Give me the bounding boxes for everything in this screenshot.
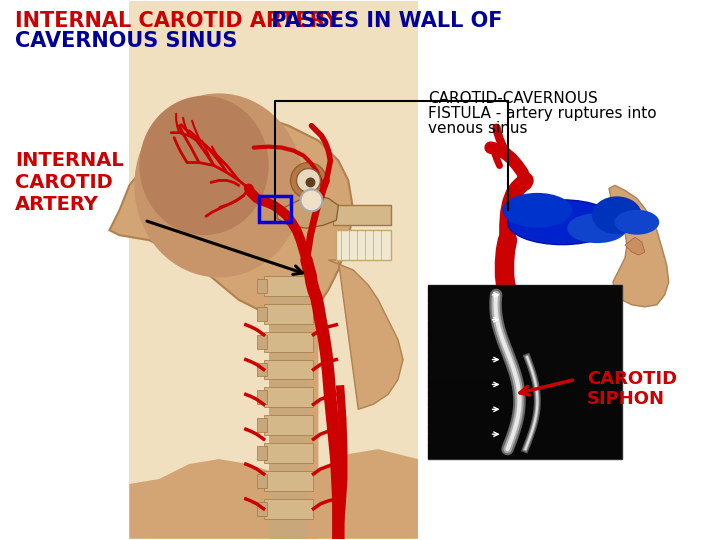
Ellipse shape [503, 193, 572, 228]
Bar [428, 451, 622, 459]
Bar [257, 446, 266, 460]
Bar [428, 295, 622, 303]
Bar [428, 330, 622, 338]
Text: CAVERNOUS SINUS: CAVERNOUS SINUS [15, 31, 238, 51]
Bar [428, 285, 622, 459]
Bar [336, 230, 391, 260]
Text: INTERNAL CAROTID ARTERY: INTERNAL CAROTID ARTERY [15, 11, 340, 31]
Circle shape [305, 178, 315, 187]
Ellipse shape [139, 96, 269, 235]
Bar [264, 360, 313, 380]
Bar [428, 304, 622, 312]
Bar [264, 387, 313, 407]
Ellipse shape [614, 210, 660, 235]
Bar [428, 285, 622, 459]
Bar [428, 355, 622, 363]
Bar [428, 390, 622, 399]
Polygon shape [625, 237, 645, 255]
Bar [264, 332, 313, 352]
Bar [257, 390, 266, 404]
Bar [264, 304, 313, 324]
Bar [428, 443, 622, 451]
Text: venous sinus: venous sinus [428, 121, 527, 136]
Bar [264, 499, 313, 519]
Text: INTERNAL
CAROTID
ARTERY: INTERNAL CAROTID ARTERY [15, 151, 124, 214]
Polygon shape [109, 111, 354, 320]
Bar [257, 307, 266, 321]
Bar [428, 416, 622, 424]
Bar [428, 408, 622, 416]
Polygon shape [328, 260, 403, 409]
Bar [428, 286, 622, 294]
Ellipse shape [592, 197, 642, 234]
Ellipse shape [567, 213, 627, 243]
Bar [428, 374, 622, 381]
Circle shape [300, 190, 323, 211]
Circle shape [291, 163, 326, 198]
Text: FISTULA - artery ruptures into: FISTULA - artery ruptures into [428, 106, 657, 121]
Bar [264, 443, 313, 463]
Bar [264, 471, 313, 491]
Circle shape [623, 216, 635, 228]
Bar [258, 197, 291, 222]
Bar [269, 285, 308, 539]
Polygon shape [609, 185, 669, 307]
Bar [264, 415, 313, 435]
Bar [428, 347, 622, 355]
Bar [257, 474, 266, 488]
Bar [428, 381, 622, 389]
Bar [428, 425, 622, 433]
Text: PASSES IN WALL OF: PASSES IN WALL OF [264, 11, 503, 31]
Bar [257, 335, 266, 349]
Polygon shape [294, 290, 318, 539]
Bar [428, 400, 622, 407]
Bar [257, 418, 266, 432]
Bar [428, 321, 622, 329]
Ellipse shape [508, 200, 617, 245]
Polygon shape [276, 195, 338, 228]
Polygon shape [130, 449, 418, 539]
Polygon shape [130, 1, 418, 539]
Bar [264, 276, 313, 296]
Bar [333, 205, 391, 225]
Bar [257, 362, 266, 376]
Bar [257, 279, 266, 293]
Ellipse shape [135, 93, 304, 278]
Text: CAROTID
SIPHON: CAROTID SIPHON [587, 369, 678, 408]
Bar [428, 364, 622, 373]
Bar [428, 339, 622, 347]
Bar [257, 502, 266, 516]
Circle shape [297, 168, 320, 192]
Bar [428, 434, 622, 442]
Bar [428, 312, 622, 320]
Text: CAROTID-CAVERNOUS: CAROTID-CAVERNOUS [428, 91, 598, 106]
